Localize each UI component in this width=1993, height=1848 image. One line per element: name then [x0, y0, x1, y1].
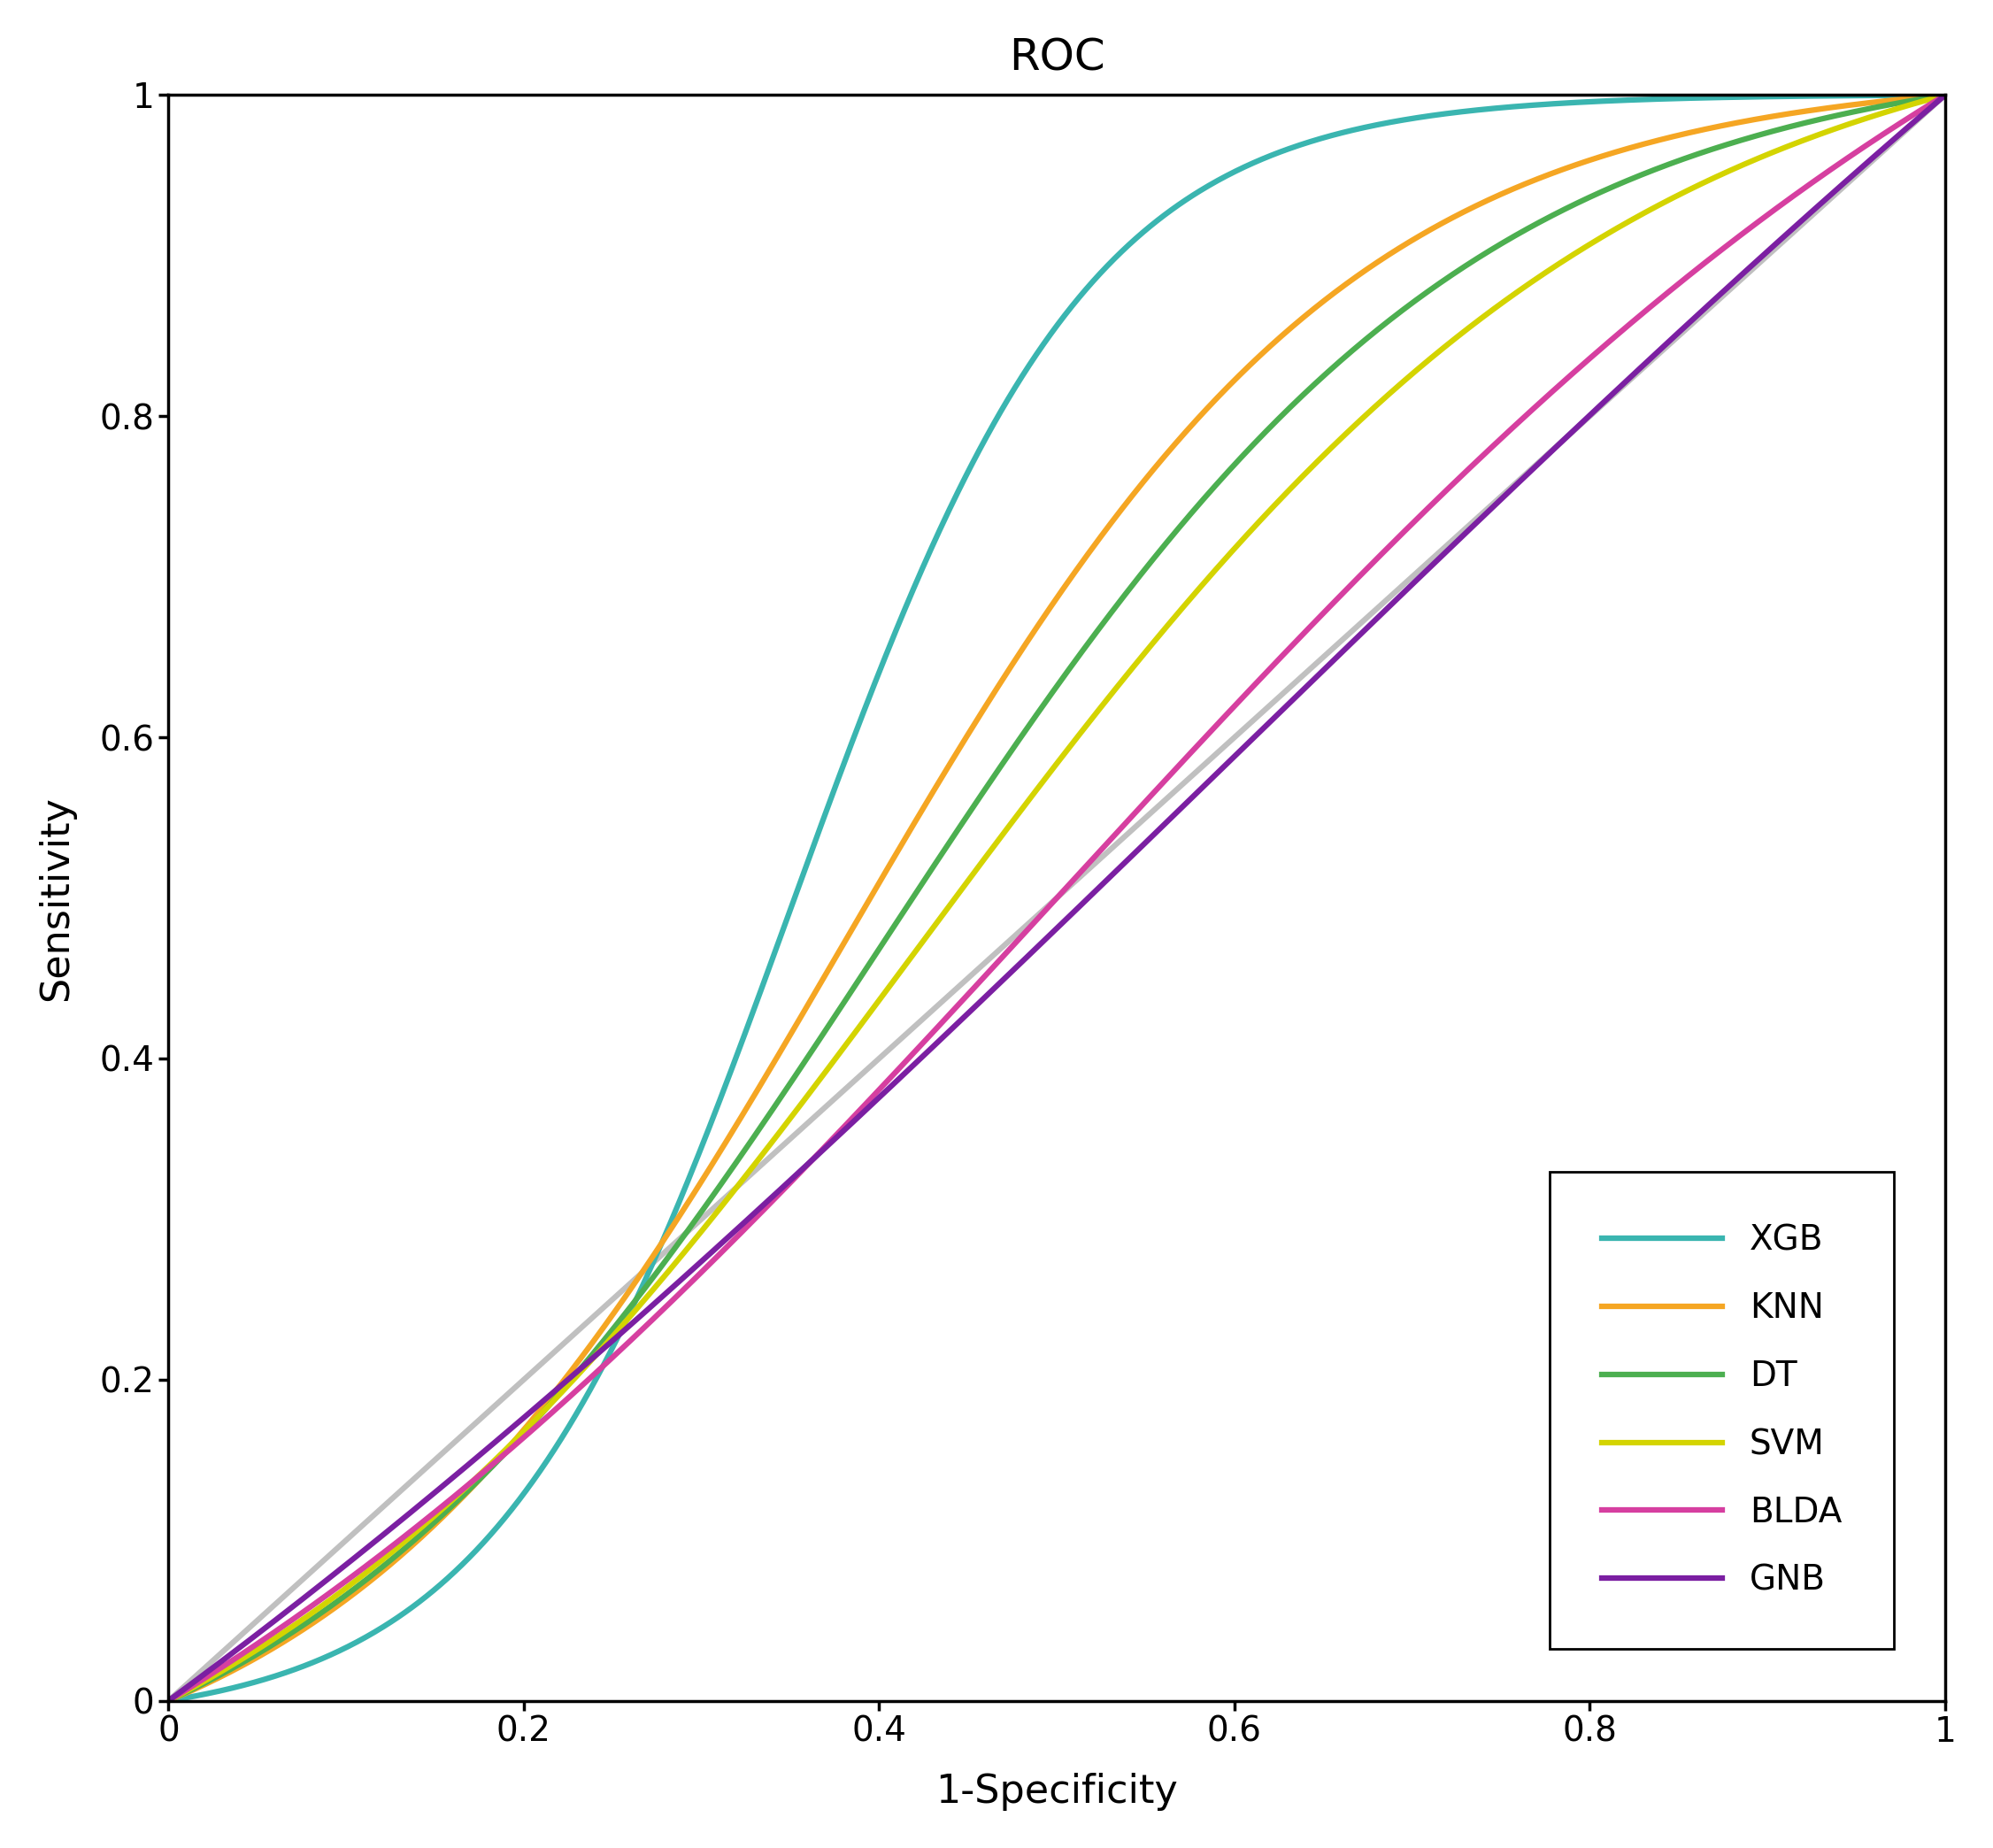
BLDA: [875, 1070, 899, 1092]
DT: [875, 926, 899, 948]
BLDA: [339, 1567, 363, 1589]
SVM: [339, 1574, 363, 1597]
XGB: [157, 1689, 181, 1711]
Y-axis label: Sensitivity: Sensitivity: [38, 795, 76, 1000]
DT: [339, 1582, 363, 1604]
XGB: [339, 1634, 363, 1656]
BLDA: [939, 1002, 963, 1024]
GNB: [1543, 438, 1566, 460]
X-axis label: 1-Specificity: 1-Specificity: [935, 1772, 1178, 1811]
Title: ROC: ROC: [1008, 37, 1104, 79]
BLDA: [1543, 379, 1566, 401]
Line: BLDA: BLDA: [169, 94, 1945, 1700]
DT: [939, 830, 963, 852]
BLDA: [1574, 351, 1598, 373]
DT: [1933, 83, 1957, 105]
KNN: [875, 857, 899, 880]
GNB: [939, 1018, 963, 1040]
GNB: [157, 1689, 181, 1711]
DT: [1543, 203, 1566, 225]
BLDA: [1377, 536, 1401, 558]
BLDA: [157, 1689, 181, 1711]
GNB: [875, 1079, 899, 1101]
DT: [157, 1689, 181, 1711]
Line: KNN: KNN: [169, 94, 1945, 1700]
Line: SVM: SVM: [169, 94, 1945, 1700]
XGB: [1377, 111, 1401, 133]
GNB: [1377, 597, 1401, 619]
XGB: [939, 495, 963, 517]
KNN: [157, 1689, 181, 1711]
XGB: [875, 641, 899, 663]
KNN: [939, 750, 963, 772]
GNB: [339, 1550, 363, 1573]
Line: XGB: XGB: [169, 94, 1945, 1700]
SVM: [939, 893, 963, 915]
SVM: [875, 979, 899, 1002]
Legend: XGB, KNN, DT, SVM, BLDA, GNB: XGB, KNN, DT, SVM, BLDA, GNB: [1551, 1172, 1893, 1648]
KNN: [1543, 161, 1566, 183]
Line: GNB: GNB: [169, 94, 1945, 1700]
SVM: [157, 1689, 181, 1711]
SVM: [1377, 384, 1401, 407]
SVM: [1574, 237, 1598, 259]
XGB: [1574, 91, 1598, 113]
GNB: [1933, 83, 1957, 105]
KNN: [339, 1586, 363, 1608]
SVM: [1543, 257, 1566, 279]
DT: [1574, 188, 1598, 211]
GNB: [1574, 408, 1598, 431]
Line: DT: DT: [169, 94, 1945, 1700]
XGB: [1933, 83, 1957, 105]
KNN: [1574, 150, 1598, 172]
XGB: [1543, 92, 1566, 115]
KNN: [1933, 83, 1957, 105]
SVM: [1933, 83, 1957, 105]
DT: [1377, 310, 1401, 333]
KNN: [1377, 244, 1401, 266]
BLDA: [1933, 83, 1957, 105]
